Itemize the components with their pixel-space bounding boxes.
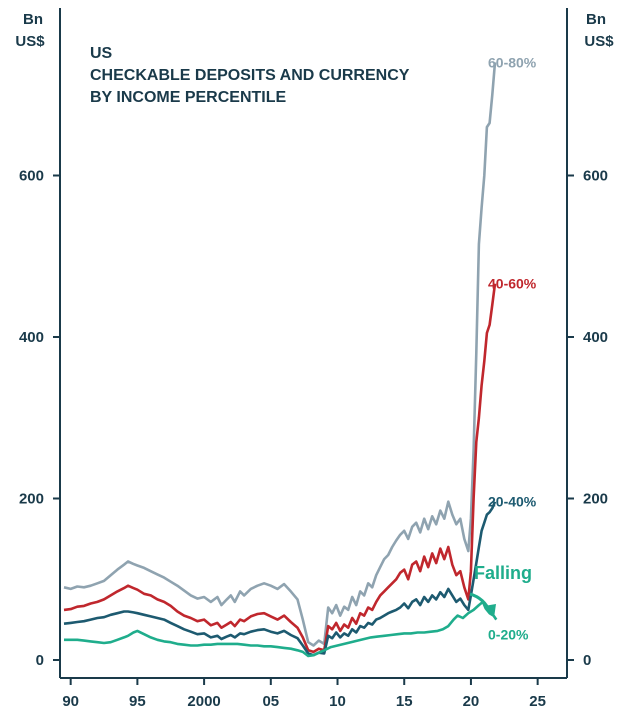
x-tick-label-15: 15 <box>396 693 413 710</box>
y-tick-label-left-200: 200 <box>19 491 44 508</box>
y-tick-label-right-0: 0 <box>583 652 591 669</box>
series-layer <box>63 62 498 658</box>
series-line-20-40 <box>63 501 497 657</box>
title-line-3: BY INCOME PERCENTILE <box>90 89 287 106</box>
plot-frame <box>59 8 568 679</box>
series-line-40-60 <box>63 283 497 654</box>
x-tick-label-90: 90 <box>62 693 79 710</box>
title-line-1: US <box>90 45 113 62</box>
x-tick-label-20: 20 <box>463 693 480 710</box>
right-unit-line-1: Bn <box>586 11 606 28</box>
series-label-20-40: 20-40% <box>488 494 537 510</box>
right-unit-line-2: US$ <box>584 33 614 50</box>
series-labels: 60-80% 40-60% 20-40% 0-20% <box>488 54 537 642</box>
falling-label: Falling <box>474 563 532 583</box>
x-tick-label-95: 95 <box>129 693 146 710</box>
title-line-2: CHECKABLE DEPOSITS AND CURRENCY <box>90 67 410 84</box>
left-unit-label: Bn US$ <box>15 11 45 50</box>
series-label-40-60: 40-60% <box>488 276 537 292</box>
y-tick-label-left-0: 0 <box>36 652 44 669</box>
left-unit-line-1: Bn <box>23 11 43 28</box>
y-tick-label-right-200: 200 <box>583 491 608 508</box>
x-tick-label-2000: 2000 <box>187 693 220 710</box>
left-unit-line-2: US$ <box>15 33 45 50</box>
falling-annotation: Falling <box>469 563 532 618</box>
right-unit-label: Bn US$ <box>584 11 614 50</box>
series-label-60-80: 60-80% <box>488 54 537 70</box>
tick-layer: 0 0 200 200 400 400 600 600 90 95 2000 05 10 15 20 25 <box>19 168 608 711</box>
chart-title: US CHECKABLE DEPOSITS AND CURRENCY BY IN… <box>90 45 410 106</box>
series-label-0-20: 0-20% <box>488 627 529 643</box>
y-tick-label-right-600: 600 <box>583 168 608 185</box>
x-tick-label-10: 10 <box>329 693 346 710</box>
y-tick-label-left-400: 400 <box>19 329 44 346</box>
x-tick-label-05: 05 <box>262 693 279 710</box>
falling-arrowhead-icon <box>484 604 496 618</box>
y-tick-label-right-400: 400 <box>583 329 608 346</box>
series-line-0-20 <box>64 600 498 658</box>
series-line-60-80 <box>63 62 497 647</box>
x-tick-label-25: 25 <box>529 693 546 710</box>
y-tick-label-left-600: 600 <box>19 168 44 185</box>
